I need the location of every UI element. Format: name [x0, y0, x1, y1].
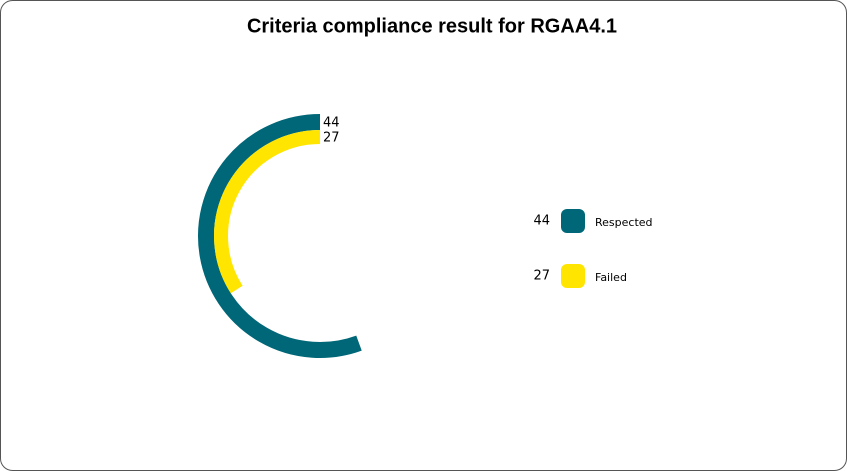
- radial-bar: [214, 130, 321, 294]
- radial-bar: [198, 114, 362, 358]
- legend-value: 27: [533, 269, 550, 284]
- legend-value: 44: [533, 214, 550, 229]
- legend-swatch: [561, 209, 585, 233]
- legend-label: Failed: [595, 271, 627, 284]
- data-label: 27: [323, 131, 340, 146]
- chart-title: Criteria compliance result for RGAA4.1: [247, 15, 617, 37]
- legend-swatch: [561, 264, 585, 288]
- data-label: 44: [323, 116, 340, 131]
- legend-label: Respected: [595, 216, 653, 229]
